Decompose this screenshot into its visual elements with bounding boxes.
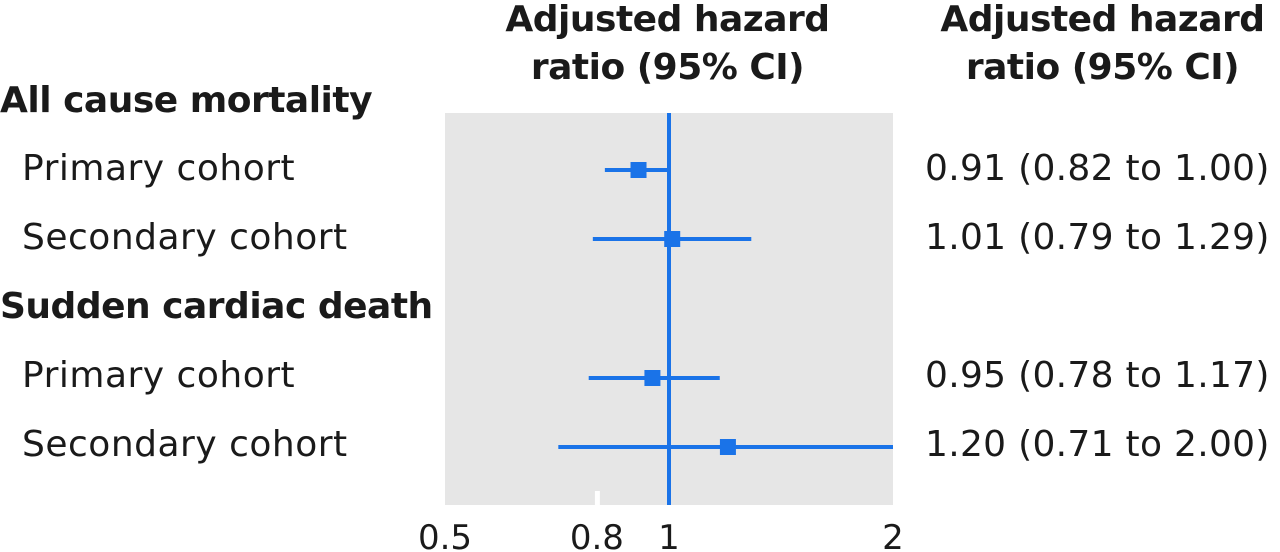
row-label: Primary cohort (22, 355, 296, 396)
group-label-all-cause-mortality: All cause mortality (0, 80, 373, 121)
point-estimate (630, 162, 647, 178)
ci-column-header: Adjusted hazard ratio (95% CI) (940, 0, 1265, 88)
row-label: Secondary cohort (22, 217, 348, 258)
x-tick-label: 1 (658, 518, 680, 552)
point-estimate (644, 370, 661, 386)
point-estimate (664, 231, 681, 247)
x-tick-label: 2 (882, 518, 904, 552)
point-estimate (719, 439, 736, 455)
plot-column-header: Adjusted hazard ratio (95% CI) (505, 0, 830, 88)
ci-value: 1.01 (0.79 to 1.29) (925, 217, 1270, 258)
ci-value: 0.91 (0.82 to 1.00) (925, 148, 1270, 189)
group-label-sudden-cardiac-death: Sudden cardiac death (0, 286, 433, 327)
x-tick-label: 0.8 (570, 518, 624, 552)
ci-value: 0.95 (0.78 to 1.17) (925, 355, 1270, 396)
tick-mark-0.8 (594, 491, 600, 505)
row-label: Primary cohort (22, 148, 296, 189)
x-tick-label: 0.5 (418, 518, 472, 552)
ci-value: 1.20 (0.71 to 2.00) (925, 424, 1270, 465)
row-label: Secondary cohort (22, 424, 348, 465)
